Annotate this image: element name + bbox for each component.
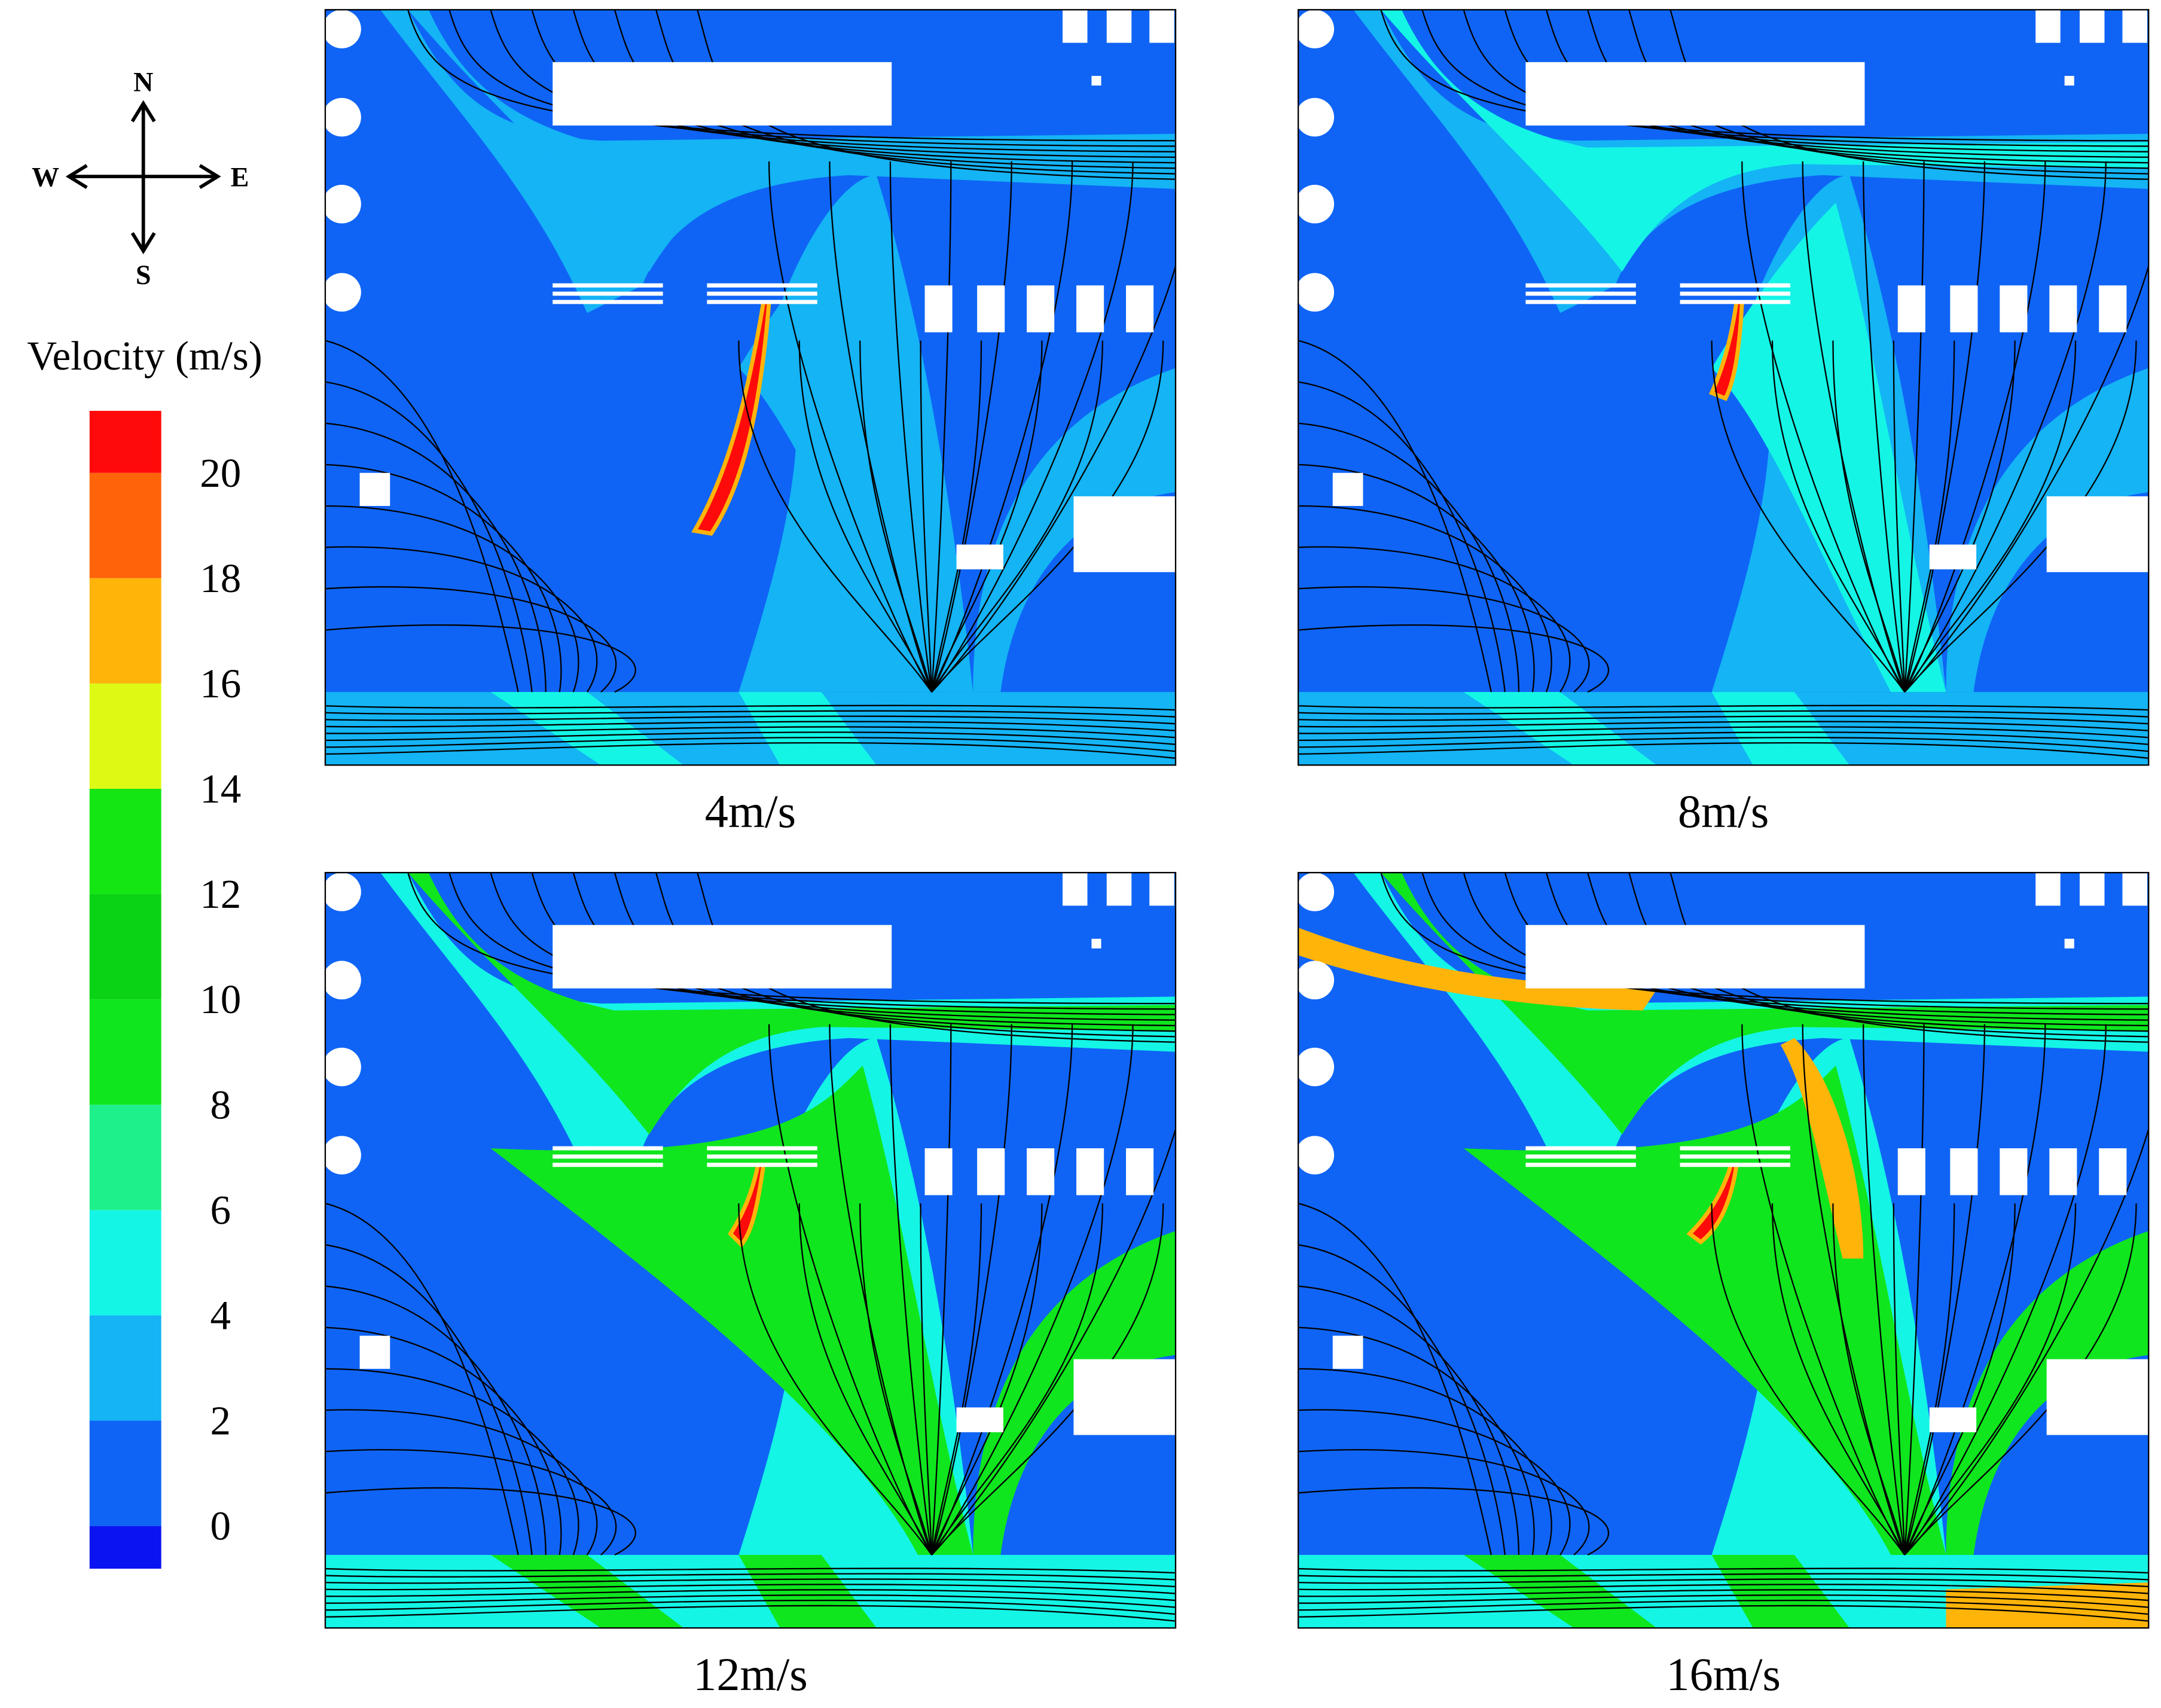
colorbar-band (89, 1315, 161, 1421)
flow-panel (322, 873, 1194, 1629)
compass-south: S (136, 260, 151, 290)
compass (65, 100, 221, 255)
panels (322, 10, 2161, 1629)
panel-caption: 12m/s (693, 1648, 808, 1700)
colorbar-tick-label: 16 (200, 660, 241, 706)
colorbar-band (89, 1420, 161, 1526)
compass-west: W (32, 161, 59, 192)
compass-north: N (133, 66, 153, 97)
colorbar-tick-label: 12 (200, 871, 241, 917)
colorbar-tick-label: 20 (200, 450, 241, 496)
colorbar-band (89, 410, 161, 473)
colorbar-tick-label: 10 (200, 976, 241, 1022)
colorbar-tick-label: 14 (200, 765, 241, 812)
colorbar-band (89, 683, 161, 789)
flow-panel (1296, 10, 2161, 766)
colorbar-title: Velocity (m/s) (27, 333, 263, 379)
colorbar-tick-label: 0 (210, 1503, 231, 1549)
flow-panel (1296, 873, 2161, 1629)
panel-caption: 16m/s (1666, 1648, 1781, 1700)
colorbar-band (89, 1210, 161, 1316)
colorbar-tick-label: 6 (210, 1187, 231, 1233)
colorbar-band (89, 578, 161, 684)
colorbar: 0 2 4 6 8 10 12 14 16 18 20 (89, 410, 241, 1569)
colorbar-band (89, 894, 161, 1000)
colorbar-band (89, 1105, 161, 1210)
colorbar-tick-label: 18 (200, 555, 241, 601)
colorbar-tick-label: 8 (210, 1081, 231, 1127)
colorbar-tick-label: 4 (210, 1292, 231, 1338)
colorbar-band (89, 788, 161, 895)
compass-east: E (231, 161, 249, 192)
flow-panel (322, 10, 1194, 766)
colorbar-band (89, 472, 161, 578)
colorbar-band (89, 1526, 161, 1569)
panel-caption: 8m/s (1678, 785, 1769, 837)
colorbar-band (89, 999, 161, 1105)
colorbar-tick-label: 2 (210, 1398, 231, 1444)
panel-caption: 4m/s (705, 785, 796, 837)
